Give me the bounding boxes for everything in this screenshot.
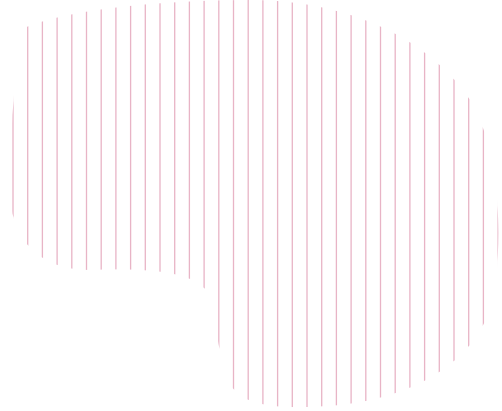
stripe-pattern: [12, 0, 499, 408]
